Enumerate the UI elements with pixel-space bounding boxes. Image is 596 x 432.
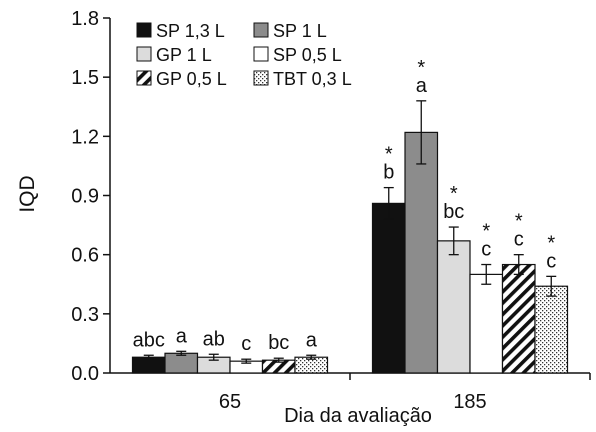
- significance-marker: *: [547, 232, 555, 254]
- bar: [371, 202, 406, 374]
- bar: [469, 273, 504, 374]
- legend-label: TBT 0,3 L: [273, 69, 352, 89]
- group-letter: b: [383, 162, 394, 184]
- bar: [164, 352, 199, 374]
- legend-swatch: [136, 70, 152, 86]
- legend-swatch: [253, 46, 269, 62]
- bars: [131, 100, 569, 374]
- y-tick-label: 1.5: [71, 67, 99, 89]
- legend-swatch: [136, 46, 152, 62]
- group-letter: a: [306, 329, 318, 351]
- significance-marker: *: [385, 144, 393, 166]
- bar-labels: abc a ab c bc ab*a*bc*c* c*c*: [133, 57, 557, 355]
- group-letter: c: [241, 333, 251, 355]
- group-letter: abc: [133, 329, 165, 351]
- legend-swatch: [136, 22, 152, 38]
- significance-marker: *: [417, 57, 425, 79]
- group-letter: ab: [203, 328, 225, 350]
- x-tick-label: 65: [219, 391, 241, 413]
- legend-label: SP 0,5 L: [273, 45, 342, 65]
- group-letter: a: [416, 75, 428, 97]
- legend-label: SP 1 L: [273, 21, 327, 41]
- significance-marker: *: [450, 183, 458, 205]
- legend-label: GP 0,5 L: [156, 69, 227, 89]
- y-tick-label: 0.9: [71, 186, 99, 208]
- group-letter: c: [546, 250, 556, 272]
- group-letter: a: [176, 325, 188, 347]
- y-axis-title: IQD: [16, 175, 39, 212]
- y-tick-label: 1.8: [71, 8, 99, 30]
- x-tick-label: 185: [453, 391, 486, 413]
- legend: SP 1,3 L SP 1 L GP 1 L SP 0,5 L GP 0,5 L TBT …: [136, 21, 352, 89]
- y-tick-label: 0.3: [71, 304, 99, 326]
- bar: [534, 285, 569, 374]
- legend-swatch: [253, 22, 269, 38]
- y-tick-label: 0.6: [71, 245, 99, 267]
- bar: [501, 263, 536, 374]
- y-tick-label: 0.0: [71, 363, 99, 385]
- group-letter: bc: [443, 201, 464, 223]
- legend-label: SP 1,3 L: [156, 21, 225, 41]
- legend-label: GP 1 L: [156, 45, 212, 65]
- x-axis-title: Dia da avaliação: [284, 405, 432, 427]
- group-letter: bc: [268, 332, 289, 354]
- legend-swatch: [253, 70, 269, 86]
- group-letter: c: [481, 239, 491, 261]
- bar: [436, 240, 471, 374]
- y-tick-label: 1.2: [71, 126, 99, 148]
- group-letter: c: [514, 229, 524, 251]
- significance-marker: *: [482, 221, 490, 243]
- bar: [404, 131, 439, 374]
- significance-marker: *: [515, 211, 523, 233]
